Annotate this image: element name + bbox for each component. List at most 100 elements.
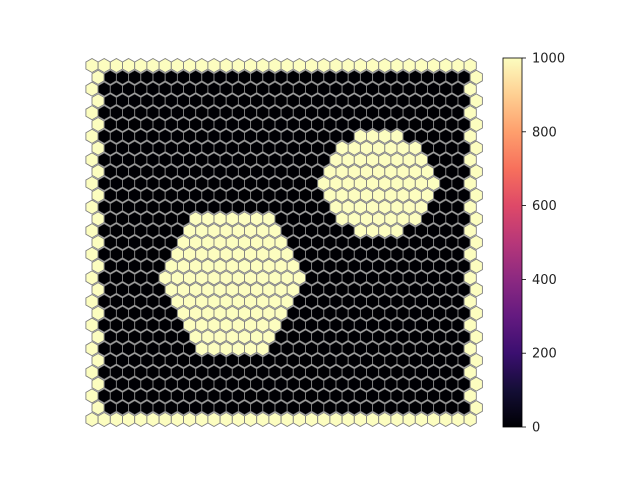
hex-cell	[292, 175, 306, 192]
hex-cell	[274, 305, 288, 321]
hex-cell	[414, 199, 428, 215]
hex-cell	[97, 223, 111, 239]
hex-cell	[262, 69, 276, 85]
hex-cell	[396, 234, 410, 251]
hex-cell	[201, 164, 215, 180]
hex-cell	[146, 246, 160, 262]
hex-cell	[335, 187, 349, 203]
hex-cell	[262, 116, 276, 133]
hex-cell	[433, 140, 447, 156]
hex-cell	[463, 81, 477, 97]
hex-cell	[195, 246, 209, 262]
hex-cell	[353, 317, 367, 333]
hex-cell	[164, 140, 178, 156]
hex-cell	[250, 282, 264, 298]
hex-cell	[134, 57, 148, 74]
hex-cell	[311, 329, 325, 345]
hex-cell	[329, 81, 343, 97]
hex-cell	[97, 175, 111, 192]
hex-cell	[420, 376, 435, 392]
hex-cell	[402, 364, 416, 380]
hex-cell	[372, 234, 386, 251]
hex-cell	[103, 352, 117, 369]
hex-cell	[128, 69, 142, 85]
hex-cell	[396, 140, 410, 156]
hex-cell	[341, 388, 355, 404]
hex-cell	[372, 211, 386, 227]
hex-cell	[140, 234, 154, 251]
hex-cell	[164, 282, 178, 298]
hex-cell	[115, 93, 130, 109]
hex-cell	[122, 199, 136, 215]
hex-cell	[420, 305, 435, 321]
hex-cell	[298, 187, 313, 203]
hex-cell	[384, 211, 398, 227]
hex-cell	[323, 164, 337, 180]
hex-cell	[176, 234, 191, 251]
hex-cell	[469, 164, 483, 180]
hex-cell	[158, 293, 172, 310]
hex-cell	[140, 69, 154, 85]
hex-cell	[408, 352, 422, 369]
hex-cell	[146, 411, 160, 428]
hex-cell	[256, 105, 270, 121]
hex-cell	[378, 388, 392, 404]
hex-cell	[152, 211, 166, 227]
hex-cell	[305, 105, 319, 121]
hex-cell	[298, 93, 313, 109]
hex-cell	[366, 270, 380, 286]
hex-cell	[122, 341, 136, 357]
hex-cell	[103, 140, 117, 156]
hex-cell	[122, 152, 136, 168]
hex-cell	[384, 282, 398, 298]
hex-cell	[176, 187, 191, 203]
hex-cell	[396, 211, 410, 227]
hex-cell	[311, 187, 325, 203]
hex-cell	[109, 175, 123, 192]
hex-cell	[414, 317, 428, 333]
hex-cell	[85, 199, 99, 215]
hex-cell	[164, 234, 178, 251]
hex-cell	[378, 364, 392, 380]
hex-cell	[91, 400, 105, 416]
hex-cell	[323, 305, 337, 321]
hex-cell	[292, 246, 306, 262]
hex-cell	[317, 388, 331, 404]
hex-cell	[213, 305, 227, 321]
hex-cell	[268, 341, 282, 357]
hex-cell	[347, 116, 361, 133]
hex-cell	[372, 187, 386, 203]
hex-cell	[359, 376, 374, 392]
hex-cell	[140, 116, 154, 133]
hex-cell	[372, 282, 386, 298]
hex-cell	[274, 352, 288, 369]
hex-cell	[298, 258, 313, 274]
hex-cell	[372, 329, 386, 345]
hex-cell	[85, 152, 99, 168]
hex-cell	[469, 352, 483, 369]
hex-cell	[274, 164, 288, 180]
hex-cell	[219, 223, 233, 239]
hex-cell	[292, 81, 306, 97]
hex-cell	[286, 69, 300, 85]
hex-cell	[353, 152, 367, 168]
hex-cell	[396, 305, 410, 321]
hex-cell	[183, 317, 197, 333]
hex-cell	[390, 341, 404, 357]
hex-cell	[85, 411, 99, 428]
hex-cell	[225, 352, 239, 369]
hex-cell	[463, 270, 477, 286]
hex-cell	[176, 140, 191, 156]
hex-cell	[244, 57, 258, 74]
hex-cell	[207, 128, 221, 144]
hex-cell	[201, 140, 215, 156]
hex-cell	[244, 317, 258, 333]
colorbar-ticks: 0 200 400 600 800 1000	[522, 52, 565, 436]
hex-cell	[85, 128, 99, 144]
hex-cell	[115, 400, 130, 416]
hex-cell	[152, 187, 166, 203]
hex-cell	[286, 400, 300, 416]
hex-cell	[97, 388, 111, 404]
hex-cell	[146, 57, 160, 74]
hex-cell	[195, 411, 209, 428]
